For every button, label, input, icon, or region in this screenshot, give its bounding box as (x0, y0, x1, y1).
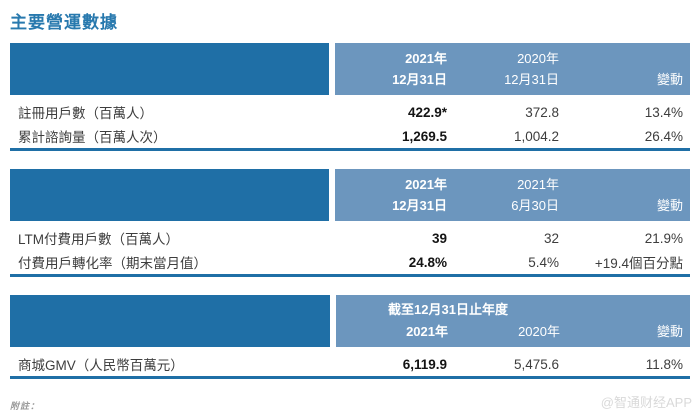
value-prior: 32 (543, 230, 559, 246)
table-row: 註冊用戶數（百萬人） 422.9* 372.8 13.4% (10, 100, 690, 124)
table-users-header: 2021年 12月31日 2020年 12月31日 變動 (10, 43, 690, 95)
value-change: +19.4個百分點 (594, 256, 683, 271)
row-label: 付費用戶轉化率（期末當月值） (18, 256, 207, 271)
value-change: 13.4% (644, 104, 683, 120)
value-prior: 5.4% (528, 254, 559, 270)
header-columns: 2021年 12月31日 2021年 6月30日 變動 (335, 169, 690, 221)
row-label: 累計諮詢量（百萬人次） (18, 130, 167, 145)
row-label: 註冊用戶數（百萬人） (18, 106, 153, 121)
header-columns: 截至12月31日止年度 2021年 2020年 變動 (336, 295, 690, 347)
row-label: LTM付費用戶數（百萬人） (18, 232, 179, 247)
watermark: @智通财经APP (600, 395, 692, 410)
header-spacer-block (10, 169, 329, 221)
value-current: 1,269.5 (401, 128, 447, 144)
table-row: 付費用戶轉化率（期末當月值） 24.8% 5.4% +19.4個百分點 (10, 250, 690, 274)
table-row: 累計諮詢量（百萬人次） 1,269.5 1,004.2 26.4% (10, 124, 690, 148)
value-change: 21.9% (644, 230, 683, 246)
column-header-current: 2021年 (406, 324, 448, 339)
value-current: 39 (431, 230, 447, 246)
column-header-span: 截至12月31日止年度 (388, 302, 508, 317)
table-paying-users-header: 2021年 12月31日 2021年 6月30日 變動 (10, 169, 690, 221)
column-header-current: 2021年 12月31日 (392, 51, 447, 87)
row-label: 商城GMV（人民幣百萬元） (18, 358, 184, 373)
value-prior: 5,475.6 (513, 356, 559, 372)
table-users: 2021年 12月31日 2020年 12月31日 變動 註冊用戶數（百萬人） … (10, 43, 690, 151)
column-header-change: 變動 (656, 324, 683, 339)
column-header-prior: 2020年 12月31日 (504, 51, 559, 87)
value-change: 11.8% (645, 356, 683, 372)
table-paying-users-body: LTM付費用戶數（百萬人） 39 32 21.9% 付費用戶轉化率（期末當月值）… (10, 221, 690, 277)
value-change: 26.4% (644, 128, 683, 144)
table-gmv: 截至12月31日止年度 2021年 2020年 變動 商城GMV（人民幣百萬元）… (10, 295, 690, 379)
table-users-body: 註冊用戶數（百萬人） 422.9* 372.8 13.4% 累計諮詢量（百萬人次… (10, 95, 690, 151)
column-header-change: 變動 (656, 72, 683, 87)
value-current: 422.9* (407, 104, 447, 120)
header-spacer-block (10, 295, 330, 347)
column-header-years: 2021年 2020年 變動 (336, 321, 683, 343)
column-header-prior: 2021年 6月30日 (511, 177, 559, 213)
value-current: 24.8% (408, 254, 447, 270)
footnote-label: 附註： (10, 401, 41, 411)
value-prior: 372.8 (525, 104, 559, 120)
column-header-current: 2021年 12月31日 (392, 177, 447, 213)
table-row: 商城GMV（人民幣百萬元） 6,119.9 5,475.6 11.8% (10, 352, 690, 376)
header-columns: 2021年 12月31日 2020年 12月31日 變動 (335, 43, 690, 95)
header-spacer-block (10, 43, 329, 95)
table-gmv-header: 截至12月31日止年度 2021年 2020年 變動 (10, 295, 690, 347)
value-prior: 1,004.2 (513, 128, 559, 144)
table-paying-users: 2021年 12月31日 2021年 6月30日 變動 LTM付費用戶數（百萬人… (10, 169, 690, 277)
value-current: 6,119.9 (402, 356, 447, 372)
column-header-change: 變動 (656, 198, 683, 213)
page-title: 主要營運數據 (10, 13, 118, 32)
table-gmv-body: 商城GMV（人民幣百萬元） 6,119.9 5,475.6 11.8% (10, 347, 690, 379)
column-header-prior: 2020年 (518, 324, 560, 339)
table-row: LTM付費用戶數（百萬人） 39 32 21.9% (10, 226, 690, 250)
